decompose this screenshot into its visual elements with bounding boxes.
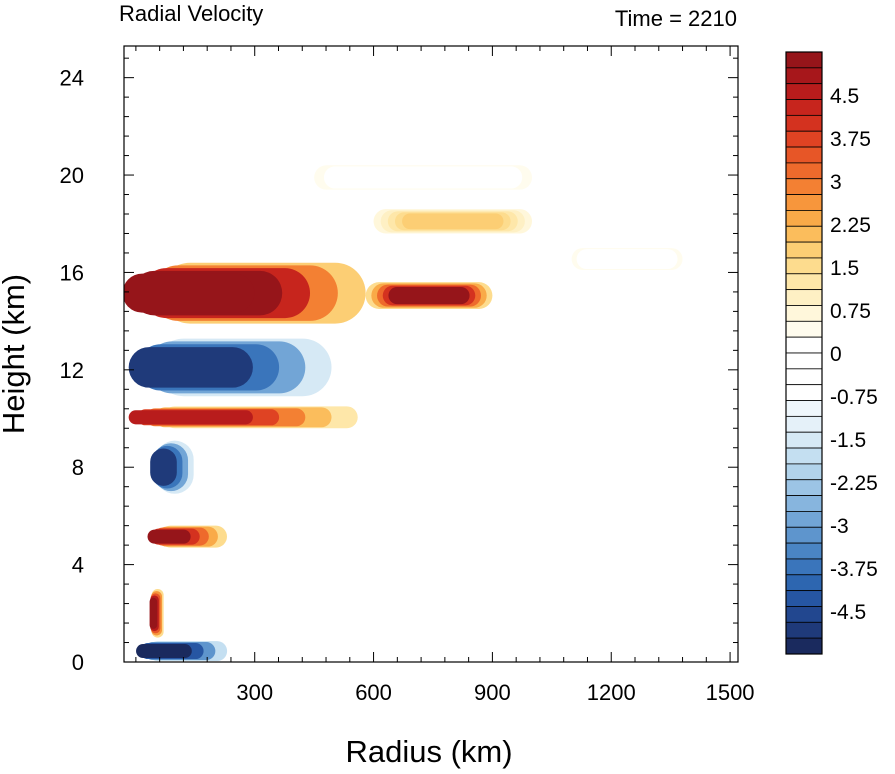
colorbar-frame (785, 51, 823, 655)
colorbar-box (785, 210, 823, 227)
velocity-feature-3-level-1 (128, 347, 253, 388)
velocity-feature-4-level-1 (128, 410, 253, 425)
colorbar-box (785, 368, 823, 386)
colorbar-box (785, 146, 823, 164)
y-tick-label: 12 (60, 358, 84, 383)
velocity-feature-10-level-1 (402, 213, 504, 230)
y-axis-title: Height (km) (0, 274, 31, 434)
colorbar-box (785, 194, 823, 211)
colorbar-box (785, 400, 823, 417)
x-tick-label: 900 (474, 680, 511, 705)
colorbar-box (785, 225, 823, 243)
colorbar-box (785, 384, 823, 401)
x-tick-label: 1500 (706, 680, 755, 705)
colorbar-label: 0.75 (830, 300, 871, 323)
colorbar-box (785, 241, 823, 259)
velocity-feature-8-level-1 (149, 597, 158, 629)
colorbar-label: -3.75 (830, 558, 878, 581)
colorbar-label: -3 (830, 515, 849, 538)
colorbar-label: 3.75 (830, 128, 871, 151)
colorbar-box (785, 590, 823, 607)
x-tick-label: 600 (355, 680, 392, 705)
x-axis-title: Radius (km) (345, 734, 512, 769)
colorbar-box (785, 257, 823, 275)
y-tick-label: 20 (60, 163, 84, 188)
colorbar-box (785, 336, 823, 354)
x-tick-label: 1200 (587, 680, 636, 705)
colorbar-box (785, 526, 823, 544)
colorbar-box (785, 542, 823, 560)
colorbar-box (785, 574, 823, 592)
colorbar-label: 2.25 (830, 214, 871, 237)
y-tick-label: 24 (60, 66, 84, 91)
colorbar-box (785, 178, 823, 195)
colorbar-box (785, 273, 823, 291)
colorbar-box (785, 415, 823, 433)
colorbar-box (785, 463, 823, 481)
colorbar-box (785, 352, 823, 370)
colorbar-box (785, 558, 823, 576)
colorbar-label: 4.5 (830, 85, 859, 108)
y-tick-label: 4 (72, 553, 84, 578)
time-label: Time = 2210 (615, 6, 737, 31)
colorbar-label: -2.25 (830, 472, 878, 495)
y-tick-labels: 0 4 8 12 16 20 24 (60, 66, 84, 675)
colorbar-label: -4.5 (830, 601, 866, 624)
velocity-feature-9-level-1 (353, 169, 493, 186)
colorbar-label: -0.75 (830, 386, 878, 409)
x-tick-label: 300 (236, 680, 273, 705)
plot-frame (123, 45, 739, 663)
colorbar-labels: 4.5 3.75 3 2.25 1.5 0.75 0 -0.75 -1.5 -2.25 -3 -3.7… (830, 85, 878, 624)
colorbar-box (785, 114, 823, 132)
colorbar-box (785, 511, 823, 528)
velocity-feature-5-level-1 (150, 448, 177, 486)
velocity-field (124, 165, 683, 662)
colorbar-box (785, 289, 823, 306)
velocity-feature-6-level-1 (147, 529, 191, 544)
velocity-feature-11-level-1 (591, 252, 663, 267)
colorbar-box (785, 479, 823, 496)
colorbar-box (785, 162, 823, 180)
x-tick-labels: 300 600 900 1200 1500 (236, 680, 754, 705)
colorbar-box (785, 130, 823, 148)
colorbar (785, 51, 823, 655)
y-tick-label: 0 (72, 650, 84, 675)
velocity-feature-2-level-1 (388, 286, 470, 305)
colorbar-label: 3 (830, 171, 842, 194)
colorbar-box (785, 51, 823, 69)
colorbar-box (785, 320, 823, 338)
colorbar-box (785, 305, 823, 322)
colorbar-label: -1.5 (830, 429, 866, 452)
colorbar-box (785, 637, 823, 655)
chart-title: Radial Velocity (119, 1, 263, 26)
axis-ticks (124, 46, 738, 663)
colorbar-label: 0 (830, 343, 842, 366)
velocity-feature-1-level-1 (124, 273, 255, 313)
colorbar-box (785, 67, 823, 85)
colorbar-box (785, 431, 823, 449)
colorbar-box (785, 447, 823, 465)
y-tick-label: 8 (72, 455, 84, 480)
colorbar-box (785, 621, 823, 639)
y-tick-label: 16 (60, 260, 84, 285)
colorbar-box (785, 606, 823, 623)
colorbar-box (785, 99, 823, 116)
velocity-feature-7-level-1 (136, 644, 192, 659)
colorbar-box (785, 83, 823, 100)
colorbar-label: 1.5 (830, 257, 859, 280)
colorbar-box (785, 495, 823, 512)
